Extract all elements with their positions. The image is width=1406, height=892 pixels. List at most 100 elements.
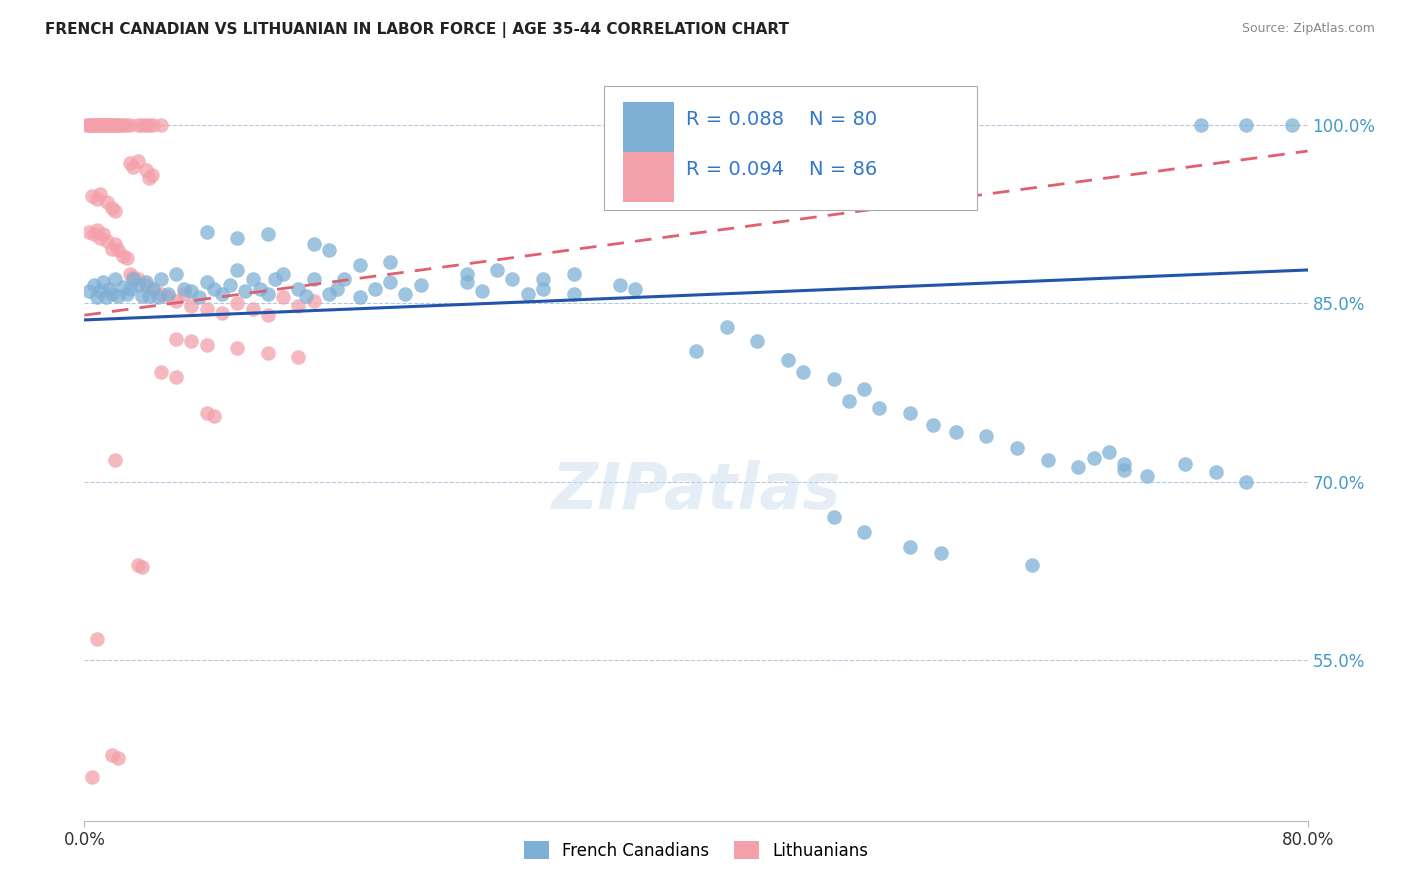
Point: [325, 282, 347, 296]
Point: [226, 231, 249, 245]
Point: [1098, 445, 1121, 459]
Point: [1174, 457, 1197, 471]
Point: [1236, 475, 1258, 489]
Point: [89, 231, 111, 245]
Point: [1036, 453, 1059, 467]
Point: [142, 282, 165, 296]
Point: [114, 118, 136, 132]
Point: [149, 118, 172, 132]
Point: [107, 118, 129, 132]
Point: [104, 236, 127, 251]
Point: [226, 342, 249, 356]
Point: [122, 272, 145, 286]
Point: [83, 278, 105, 293]
Point: [853, 382, 876, 396]
Point: [149, 286, 172, 301]
Point: [516, 286, 538, 301]
Point: [142, 118, 165, 132]
Point: [838, 393, 860, 408]
Point: [104, 272, 127, 286]
Point: [249, 282, 271, 296]
Point: [96, 195, 118, 210]
Point: [609, 278, 631, 293]
Point: [242, 302, 264, 317]
Point: [173, 286, 195, 301]
Point: [1114, 457, 1136, 471]
Point: [318, 286, 340, 301]
Point: [135, 163, 157, 178]
Point: [138, 289, 160, 303]
Point: [122, 270, 145, 285]
Point: [226, 296, 249, 310]
Point: [77, 225, 100, 239]
Point: [271, 267, 294, 281]
Point: [101, 118, 124, 132]
Point: [776, 353, 799, 368]
Point: [531, 282, 554, 296]
Point: [318, 243, 340, 257]
Point: [131, 289, 153, 303]
Point: [111, 118, 134, 132]
Point: [157, 290, 180, 304]
FancyBboxPatch shape: [605, 87, 977, 210]
Point: [80, 189, 103, 203]
Point: [165, 370, 187, 384]
Point: [91, 227, 114, 242]
Point: [127, 558, 149, 572]
Point: [747, 334, 769, 349]
Point: [173, 282, 195, 296]
Point: [394, 286, 416, 301]
Point: [97, 118, 120, 132]
Point: [83, 118, 105, 132]
Point: [80, 770, 103, 784]
Point: [180, 299, 202, 313]
Point: [165, 267, 187, 281]
Point: [898, 406, 921, 420]
Point: [107, 289, 129, 303]
Point: [188, 290, 211, 304]
Point: [142, 282, 165, 296]
Point: [127, 118, 149, 132]
Point: [149, 272, 172, 286]
Point: [257, 346, 280, 360]
Point: [257, 227, 280, 242]
Point: [115, 286, 138, 301]
Point: [195, 338, 218, 352]
Point: [165, 332, 187, 346]
Point: [1236, 118, 1258, 132]
Point: [409, 278, 432, 293]
Point: [180, 285, 202, 299]
Point: [75, 118, 97, 132]
Point: [94, 290, 117, 304]
Point: [257, 308, 280, 322]
Point: [86, 118, 108, 132]
Point: [195, 406, 218, 420]
Point: [287, 282, 309, 296]
Point: [287, 350, 309, 364]
Point: [792, 365, 814, 379]
Point: [562, 286, 585, 301]
Point: [1205, 465, 1227, 479]
Point: [86, 192, 108, 206]
Point: [77, 285, 100, 299]
Point: [101, 286, 124, 301]
Point: [77, 118, 100, 132]
Point: [226, 263, 249, 277]
Point: [122, 160, 145, 174]
Point: [922, 417, 945, 432]
Text: FRENCH CANADIAN VS LITHUANIAN IN LABOR FORCE | AGE 35-44 CORRELATION CHART: FRENCH CANADIAN VS LITHUANIAN IN LABOR F…: [45, 22, 789, 38]
Point: [271, 290, 294, 304]
Point: [105, 118, 128, 132]
Point: [823, 372, 845, 386]
Point: [135, 278, 157, 293]
Point: [94, 118, 117, 132]
Point: [89, 186, 111, 201]
Point: [135, 275, 157, 289]
Point: [302, 293, 325, 308]
Point: [1005, 442, 1028, 456]
Point: [1114, 463, 1136, 477]
Point: [104, 118, 127, 132]
Point: [79, 118, 101, 132]
Point: [108, 118, 131, 132]
Point: [945, 425, 967, 439]
